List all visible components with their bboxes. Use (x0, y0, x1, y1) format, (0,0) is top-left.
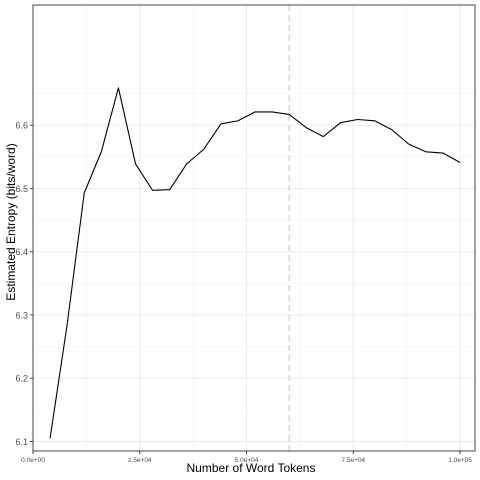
x-axis-ticks: 0.0e+00 2.5e+04 5.0e+04 7.5e+04 1.0e+05 (21, 451, 472, 464)
panel-border (32, 4, 476, 452)
minor-gridlines (33, 5, 475, 451)
y-tick-label: 6.4 (15, 247, 28, 257)
y-tick-label: 6.2 (15, 374, 28, 384)
x-tick-label: 5.0e+04 (235, 457, 259, 464)
x-tick-label: 2.5e+04 (128, 457, 152, 464)
x-tick-label: 1.0e+05 (448, 457, 472, 464)
y-tick-label: 6.5 (15, 184, 28, 194)
y-tick-label: 6.6 (15, 121, 28, 131)
x-axis-title: Number of Word Tokens (187, 461, 316, 475)
series-layer (49, 87, 461, 439)
series-line (49, 87, 461, 439)
y-axis-title: Estimated Entropy (bits/word) (4, 143, 18, 300)
major-gridlines (32, 5, 475, 451)
y-tick-label: 6.1 (15, 437, 28, 447)
y-axis-ticks: 6.1 6.2 6.3 6.4 6.5 6.6 (15, 121, 33, 447)
x-tick-label: 0.0e+00 (21, 457, 45, 464)
x-tick-label: 7.5e+04 (341, 457, 365, 464)
y-tick-label: 6.3 (15, 310, 28, 320)
